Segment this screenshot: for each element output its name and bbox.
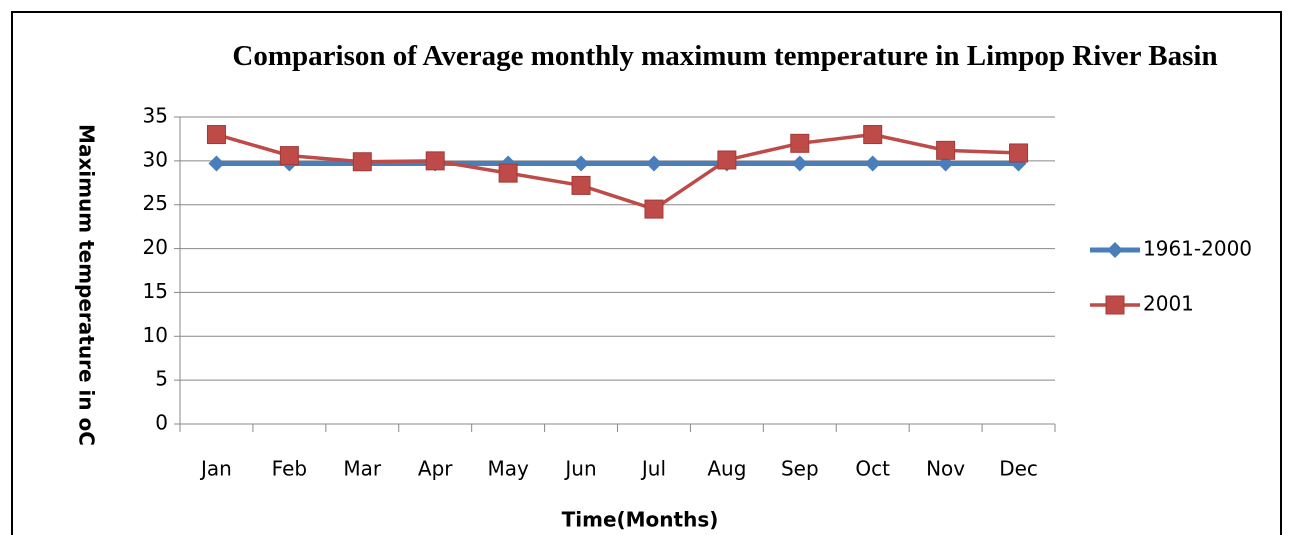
point [352,152,372,172]
point [864,155,881,172]
point [791,155,808,172]
y-tick-label: 10 [143,323,168,347]
point [1107,242,1123,258]
point [206,125,226,145]
x-tick-label: Sep [781,457,819,481]
x-tick-label: Mar [343,457,382,481]
point [279,146,299,166]
point [571,175,591,195]
point [645,155,662,172]
point [863,125,883,145]
y-tick-label: 0 [155,411,168,435]
x-tick-label: Jan [199,457,232,481]
point [644,199,664,219]
y-tick-label: 20 [143,235,168,259]
point [573,155,590,172]
y-tick-label: 5 [155,367,168,391]
x-tick-label: Jul [640,457,666,481]
point [936,140,956,160]
x-tick-label: Dec [999,457,1038,481]
chart-border [11,11,1282,535]
point [498,163,518,183]
series-line [215,132,1019,212]
x-tick-label: Jun [563,457,596,481]
y-tick-label: 35 [143,104,168,128]
x-tick-label: Apr [418,457,453,481]
chart-title: Comparison of Average monthly maximum te… [232,40,1218,72]
y-tick-label: 25 [143,191,168,215]
point [790,133,810,153]
legend-label: 2001 [1143,292,1194,316]
x-tick-label: Nov [926,457,965,481]
point [1105,295,1125,315]
point [1009,143,1029,163]
legend-label: 1961-2000 [1143,237,1252,261]
x-tick-label: Feb [272,457,307,481]
x-tick-label: May [487,457,529,481]
x-axis-label: Time(Months) [562,508,719,532]
y-tick-label: 30 [143,147,168,171]
x-tick-label: Oct [855,457,890,481]
x-tick-label: Aug [707,457,746,481]
y-axis-label: Maximum temperature in oC [75,124,99,446]
y-tick-label: 15 [143,279,168,303]
point [717,150,737,170]
point [208,155,225,172]
point [425,151,445,171]
